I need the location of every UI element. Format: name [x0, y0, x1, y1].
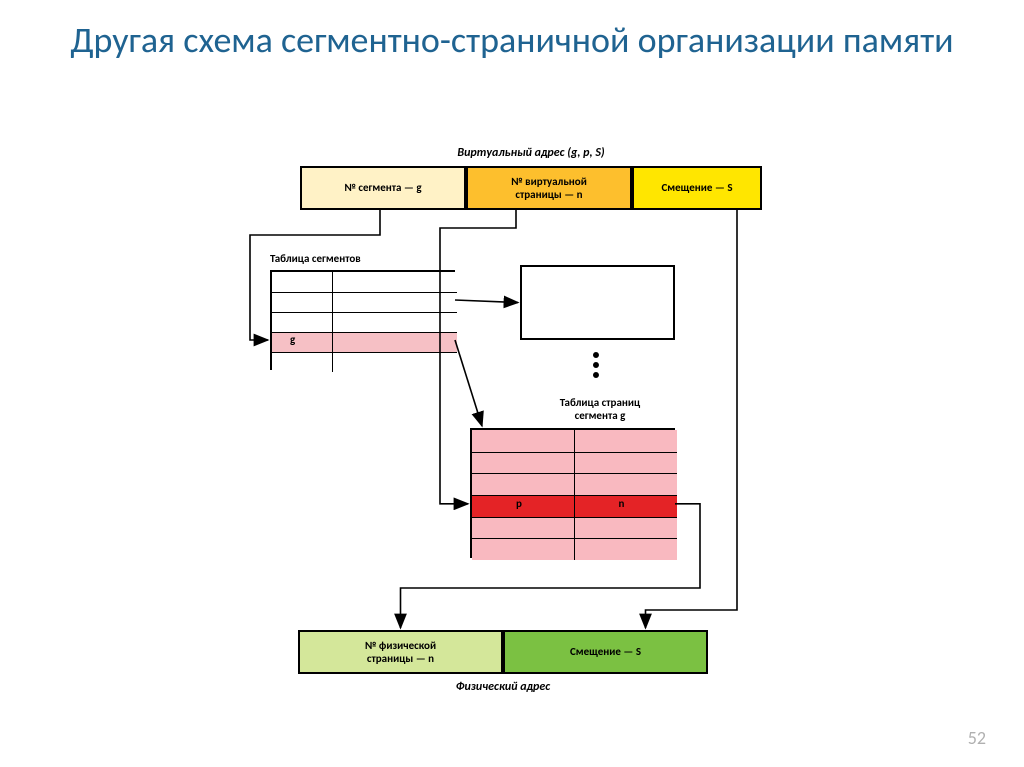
vaddr-page: № виртуальной страницы — n — [466, 166, 632, 210]
paddr-page: № физической страницы — n — [298, 630, 503, 674]
segment-table-row — [272, 272, 457, 292]
intermediate-box — [520, 265, 675, 340]
page-title: Другая схема сегментно-страничной органи… — [0, 0, 1024, 63]
memory-diagram: Виртуальный адрес (g, p, S) № сегмента —… — [220, 140, 800, 730]
page-table — [470, 428, 675, 558]
ellipsis-dots: ••• — [593, 350, 600, 380]
segment-table — [270, 270, 455, 370]
g-label: g — [290, 333, 295, 346]
segment-table-row — [272, 352, 457, 372]
segment-table-row — [272, 332, 457, 352]
segment-table-label: Таблица сегментов — [270, 252, 455, 265]
paddr-offset: Смещение — S — [503, 630, 708, 674]
vaddr-segment: № сегмента — g — [300, 166, 466, 210]
segment-table-row — [272, 292, 457, 312]
virtual-addr-caption: Виртуальный адрес (g, p, S) — [300, 146, 762, 160]
vaddr-offset: Смещение — S — [632, 166, 762, 210]
page-table-label: Таблица страниц сегмента g — [520, 396, 680, 422]
n-label: n — [619, 497, 625, 510]
p-label: p — [516, 497, 522, 510]
segment-table-row — [272, 312, 457, 332]
page-number: 52 — [968, 727, 986, 749]
physical-addr-caption: Физический адрес — [298, 680, 708, 694]
